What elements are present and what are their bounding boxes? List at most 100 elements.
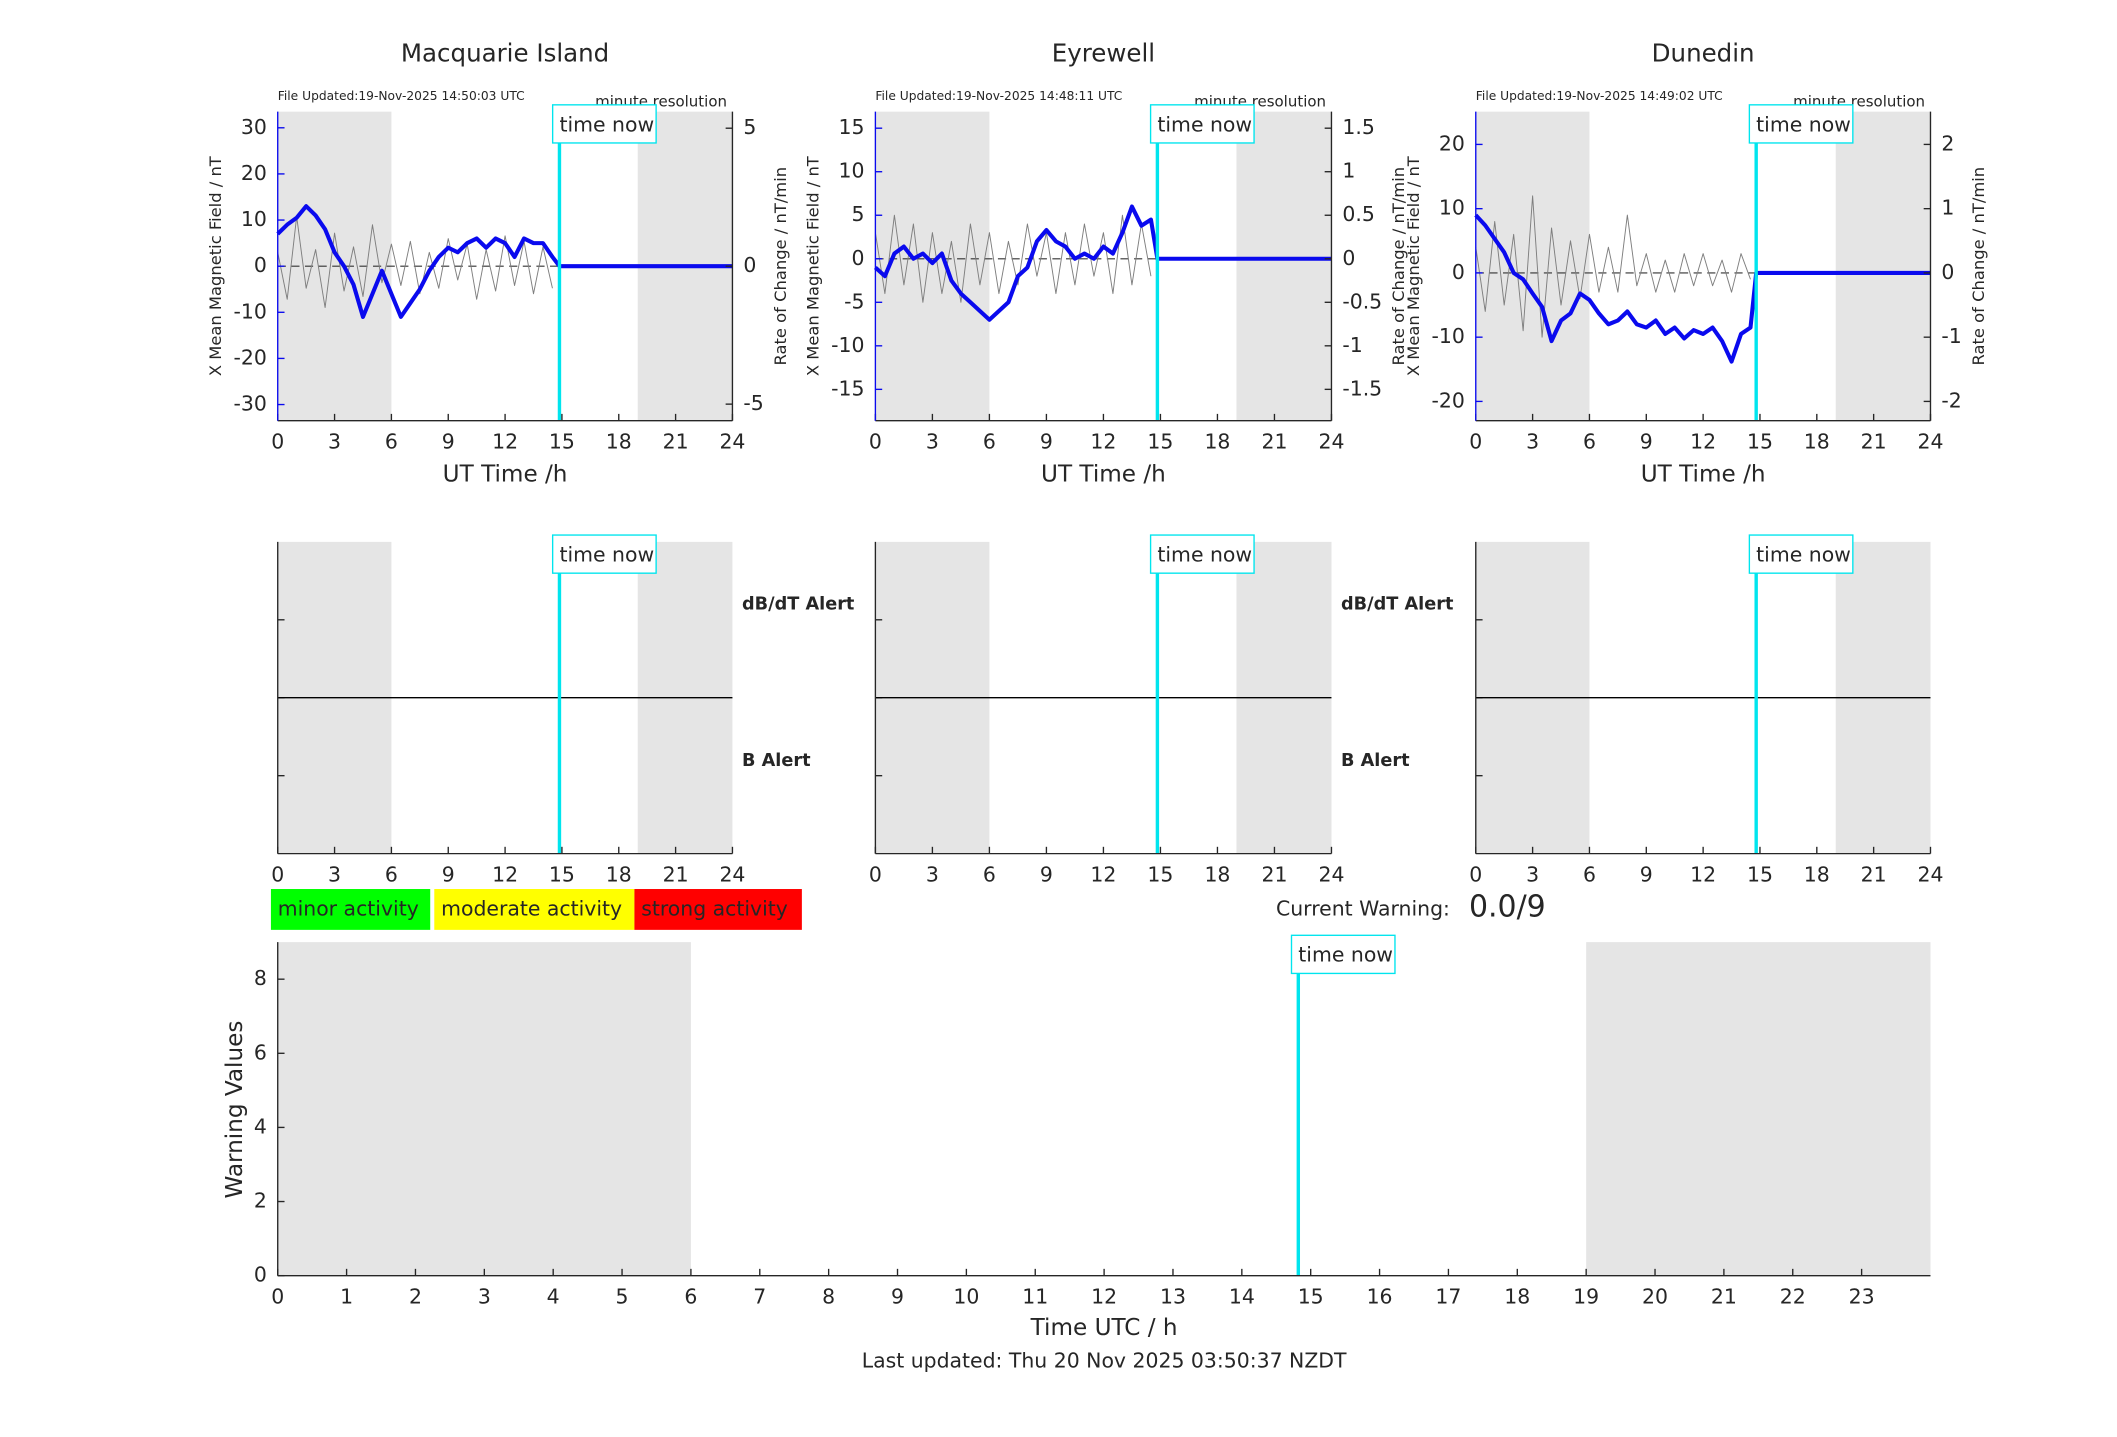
x-tick-label: 6: [385, 862, 398, 886]
x-tick-label: 17: [1435, 1284, 1461, 1308]
y2-tick-label: 2: [1941, 131, 1954, 155]
y-tick-label: -5: [844, 289, 864, 313]
y-tick-label: 0: [254, 1263, 267, 1287]
y2-tick-label: 0: [1342, 246, 1355, 270]
x-tick-label: 9: [442, 429, 455, 453]
y-tick-label: 10: [839, 159, 865, 183]
time-now-box: [551, 534, 657, 574]
time-now-box: [1748, 104, 1854, 144]
y2-axis-label: Rate of Change / nT/min: [1969, 167, 1988, 366]
footer: Last updated: Thu 20 Nov 2025 03:50:37 N…: [862, 1348, 1347, 1372]
x-tick-label: 9: [891, 1284, 904, 1308]
night-shade: [1236, 111, 1332, 421]
y2-tick-label: 0: [1941, 260, 1954, 284]
x-tick-label: 14: [1229, 1284, 1255, 1308]
x-tick-label: 22: [1780, 1284, 1806, 1308]
x-tick-label: 21: [1861, 429, 1887, 453]
x-tick-label: 12: [1090, 862, 1116, 886]
y-axis-label: X Mean Magnetic Field / nT: [1404, 155, 1423, 376]
legend-swatch: [434, 889, 635, 930]
x-tick-label: 3: [478, 1284, 491, 1308]
field-line: [874, 204, 1332, 322]
rate-line: [1475, 195, 1751, 338]
night-shade: [277, 942, 691, 1276]
y-tick-label: 20: [1439, 131, 1465, 155]
x-tick-label: 18: [606, 862, 632, 886]
x-tick-label: 2: [409, 1284, 422, 1308]
night-shade: [1586, 942, 1931, 1276]
x-tick-label: 3: [926, 862, 939, 886]
y-tick-label: -10: [831, 333, 864, 357]
panel-title: Macquarie Island: [401, 38, 609, 67]
alert-label: B Alert: [742, 751, 811, 771]
x-tick-label: 24: [1318, 429, 1344, 453]
x-tick-label: 18: [606, 429, 632, 453]
x-tick-label: 6: [684, 1284, 697, 1308]
x-tick-label: 6: [1583, 429, 1596, 453]
y-tick-label: 20: [241, 161, 267, 185]
time-now-label: time now: [1157, 542, 1252, 566]
x-tick-label: 3: [926, 429, 939, 453]
x-tick-label: 21: [1261, 429, 1287, 453]
x-tick-label: 18: [1504, 1284, 1530, 1308]
x-tick-label: 18: [1204, 862, 1230, 886]
night-shade: [1475, 111, 1590, 421]
y2-tick-label: -1.5: [1342, 376, 1382, 400]
rate-line: [874, 214, 1152, 303]
legend-label: minor activity: [278, 896, 419, 920]
y2-tick-label: 1: [1941, 196, 1954, 220]
x-tick-label: 24: [1918, 429, 1944, 453]
time-now-box: [1290, 934, 1396, 975]
y-tick-label: 8: [254, 966, 267, 990]
x-tick-label: 9: [1040, 862, 1053, 886]
time-now-box: [551, 104, 657, 144]
x-tick-label: 20: [1642, 1284, 1668, 1308]
x-tick-label: 18: [1204, 429, 1230, 453]
time-now-box: [1748, 534, 1854, 574]
x-tick-label: 9: [1640, 862, 1653, 886]
x-tick-label: 16: [1367, 1284, 1393, 1308]
x-tick-label: 9: [442, 862, 455, 886]
x-tick-label: 5: [616, 1284, 629, 1308]
x-tick-label: 21: [1861, 862, 1887, 886]
field-line: [276, 204, 733, 319]
x-tick-label: 24: [719, 429, 745, 453]
x-tick-label: 0: [1469, 862, 1482, 886]
x-axis-label: Time UTC / h: [1030, 1315, 1178, 1341]
file-updated: File Updated:19-Nov-2025 14:48:11 UTC: [875, 89, 1122, 103]
field-line: [1474, 213, 1931, 364]
x-tick-label: 24: [1318, 862, 1344, 886]
x-tick-label: 6: [385, 429, 398, 453]
x-tick-label: 18: [1804, 862, 1830, 886]
y2-tick-label: 0.5: [1342, 202, 1374, 226]
x-tick-label: 21: [663, 429, 689, 453]
y-tick-label: 0: [254, 253, 267, 277]
x-tick-label: 1: [340, 1284, 353, 1308]
x-tick-label: 9: [1040, 429, 1053, 453]
x-tick-label: 10: [953, 1284, 979, 1308]
time-now-label: time now: [1756, 112, 1851, 136]
x-tick-label: 12: [1091, 1284, 1117, 1308]
night-shade: [875, 111, 990, 421]
x-tick-label: 15: [549, 429, 575, 453]
x-tick-label: 7: [753, 1284, 766, 1308]
x-tick-label: 21: [663, 862, 689, 886]
x-tick-label: 0: [1469, 429, 1482, 453]
x-tick-label: 21: [1261, 862, 1287, 886]
x-tick-label: 11: [1022, 1284, 1048, 1308]
x-tick-label: 15: [1747, 862, 1773, 886]
x-tick-label: 18: [1804, 429, 1830, 453]
x-tick-label: 23: [1849, 1284, 1875, 1308]
y-tick-label: -15: [831, 376, 864, 400]
x-tick-label: 3: [1526, 429, 1539, 453]
time-now-label: time now: [559, 542, 654, 566]
alert-label: B Alert: [1341, 751, 1410, 771]
file-updated: File Updated:19-Nov-2025 14:49:02 UTC: [1476, 89, 1723, 103]
y-tick-label: 10: [241, 207, 267, 231]
y-tick-label: 6: [254, 1040, 267, 1064]
x-tick-label: 15: [549, 862, 575, 886]
time-now-label: time now: [1298, 943, 1393, 967]
y-tick-label: 0: [1452, 260, 1465, 284]
y-tick-label: 4: [254, 1114, 267, 1138]
